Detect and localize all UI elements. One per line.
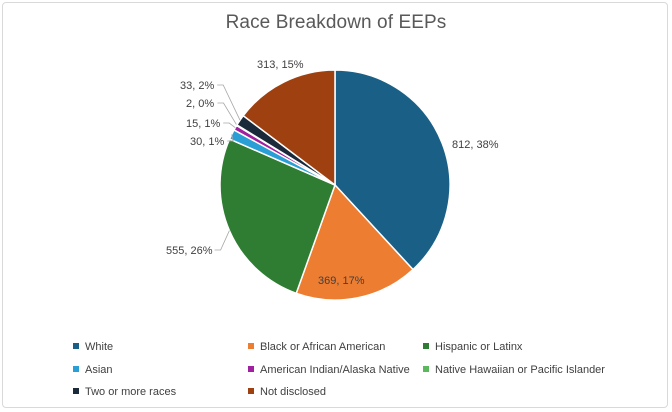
data-label: 555, 26% — [166, 245, 213, 257]
leader-line — [217, 84, 241, 121]
leader-line — [227, 134, 234, 142]
leader-line — [214, 230, 230, 251]
data-label: 30, 1% — [190, 136, 224, 148]
data-label: 812, 38% — [452, 139, 499, 151]
data-label: 2, 0% — [186, 98, 214, 110]
data-label: 313, 15% — [257, 59, 304, 71]
pie-slice-white — [334, 69, 451, 271]
leader-line — [223, 122, 236, 129]
chart-title: Race Breakdown of EEPs — [225, 12, 447, 33]
pie-slice-not-disclosed — [242, 69, 336, 187]
data-label: 369, 17% — [318, 275, 365, 287]
leader-line — [217, 102, 238, 126]
data-label: 33, 2% — [180, 80, 214, 92]
data-label: 15, 1% — [186, 118, 220, 130]
